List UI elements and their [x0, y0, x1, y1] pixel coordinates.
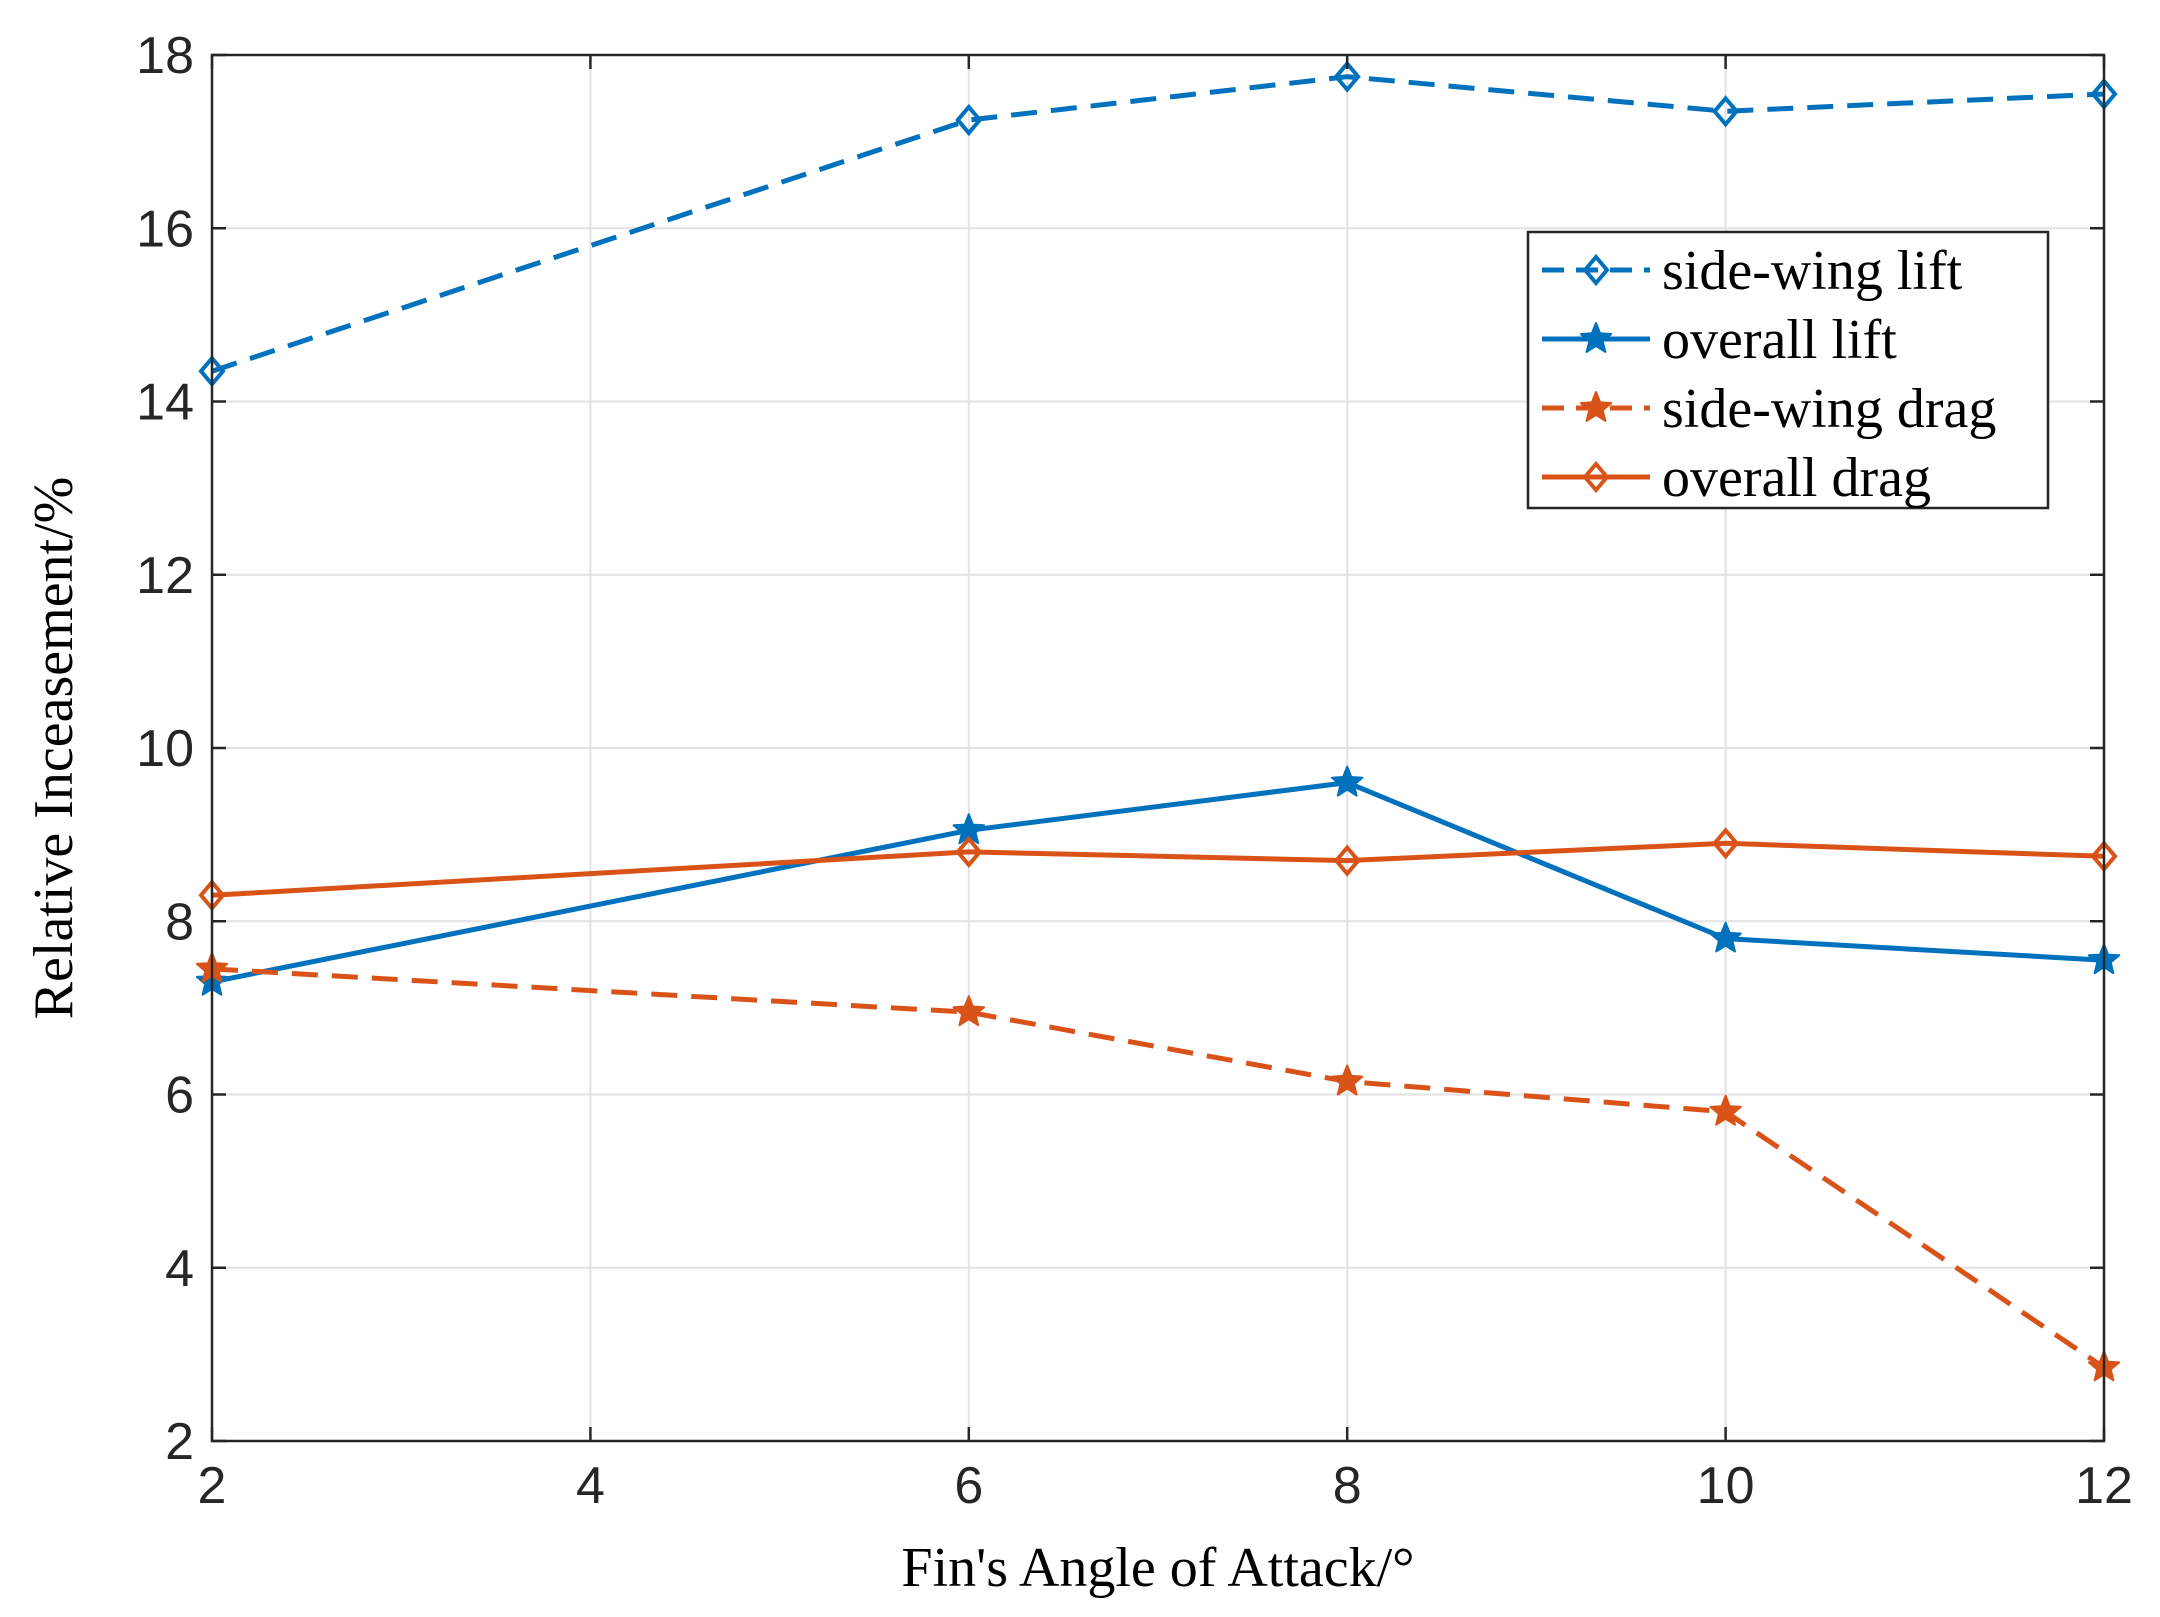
y-tick-label: 6	[165, 1067, 194, 1125]
data-point-side-wing-lift	[1333, 60, 1361, 93]
x-tick-label: 6	[954, 1457, 983, 1515]
data-point-overall-drag	[955, 835, 983, 869]
legend: side-wing lift overall lift side-wing drag…	[1526, 230, 2050, 510]
legend-label-side-wing-drag: side-wing drag	[1662, 378, 1996, 440]
series-line-overall-drag	[211, 840, 2105, 898]
legend-marker-side-wing-lift	[1582, 253, 1610, 287]
legend-marker-overall-lift	[1579, 322, 1613, 353]
legend-label-overall-drag: overall drag	[1662, 447, 1931, 509]
legend-box	[1526, 230, 2050, 510]
legend-marker-overall-drag	[1582, 460, 1610, 494]
series-line-side-wing-lift	[211, 74, 2105, 374]
legend-label-overall-lift: overall lift	[1662, 309, 1897, 371]
y-tick-label: 12	[136, 547, 194, 605]
y-tick-label: 16	[136, 200, 194, 258]
y-axis-title: Relative Inceasement/%	[23, 477, 85, 1020]
y-tick-label: 18	[136, 27, 194, 85]
series-side-wing-lift	[198, 60, 2118, 388]
legend-label-side-wing-lift: side-wing lift	[1662, 240, 1963, 302]
x-tick-label: 4	[576, 1457, 605, 1515]
y-tick-label: 8	[165, 893, 194, 951]
data-point-overall-lift	[1331, 765, 1364, 797]
data-point-side-wing-lift	[955, 103, 983, 137]
x-axis-title: Fin's Angle of Attack/°	[901, 1537, 1414, 1599]
y-tick-label: 2	[165, 1413, 194, 1471]
y-tick-label: 10	[136, 720, 194, 778]
y-tick-label: 14	[136, 374, 194, 432]
data-point-overall-drag	[1333, 844, 1361, 877]
y-tick-label: 4	[165, 1240, 194, 1298]
data-point-overall-drag	[1711, 827, 1740, 860]
data-point-side-wing-drag	[952, 995, 985, 1027]
axis-ticks: 2 4 6 8 10 12 2 4 6 8 10 12 14 16 18	[136, 27, 2133, 1515]
data-point-side-wing-drag	[1709, 1094, 1742, 1126]
data-point-overall-lift	[1709, 921, 1742, 953]
x-tick-label: 12	[2075, 1457, 2133, 1515]
x-tick-label: 2	[198, 1457, 227, 1515]
x-tick-label: 8	[1333, 1457, 1362, 1515]
x-tick-label: 10	[1697, 1457, 1755, 1515]
data-point-side-wing-drag	[1331, 1064, 1364, 1096]
data-point-side-wing-lift	[1711, 95, 1740, 128]
legend-marker-side-wing-drag	[1579, 391, 1613, 422]
